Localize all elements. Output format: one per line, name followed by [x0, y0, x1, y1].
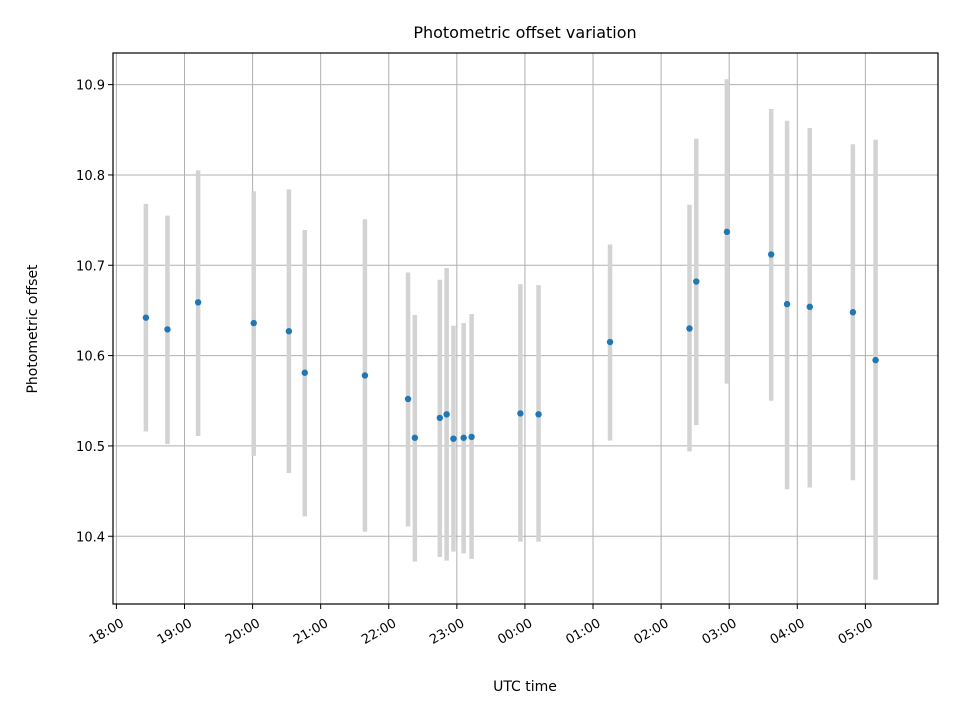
data-point: [849, 309, 857, 316]
data-point: [468, 433, 475, 441]
y-tick-label: 10.5: [76, 440, 105, 455]
x-axis-label: UTC time: [493, 679, 557, 695]
y-tick-label: 10.8: [76, 169, 105, 184]
data-point: [361, 372, 369, 379]
data-point: [783, 300, 791, 308]
data-point: [443, 411, 450, 418]
data-point: [872, 356, 879, 364]
data-point: [450, 435, 457, 442]
plot-frame: [112, 52, 939, 605]
chart-title: Photometric offset variation: [413, 23, 636, 42]
y-tick-label: 10.6: [76, 350, 105, 365]
data-point: [250, 319, 257, 327]
data-point: [436, 414, 444, 422]
data-point: [411, 434, 419, 441]
data-point: [164, 326, 171, 333]
data-point: [606, 338, 614, 346]
data-point: [517, 410, 524, 417]
data-point: [723, 228, 731, 236]
data-point: [285, 328, 293, 335]
data-point: [767, 251, 775, 258]
y-axis: 10.4 10.5 10.6 10.7 10.8 10.9: [76, 79, 113, 545]
data-point: [460, 434, 467, 441]
y-axis-label: Photometric offset: [25, 264, 41, 394]
data-point: [535, 411, 542, 418]
data-point: [142, 314, 150, 321]
data-point: [404, 395, 412, 403]
data-point: [693, 278, 700, 285]
data-points: [142, 228, 879, 442]
data-point: [806, 303, 813, 311]
data-point: [686, 325, 693, 332]
data-point: [301, 369, 308, 376]
y-tick-label: 10.4: [76, 530, 105, 545]
grid: [113, 53, 938, 604]
y-tick-label: 10.9: [76, 79, 105, 94]
data-point: [194, 299, 202, 306]
y-tick-label: 10.7: [76, 259, 105, 274]
